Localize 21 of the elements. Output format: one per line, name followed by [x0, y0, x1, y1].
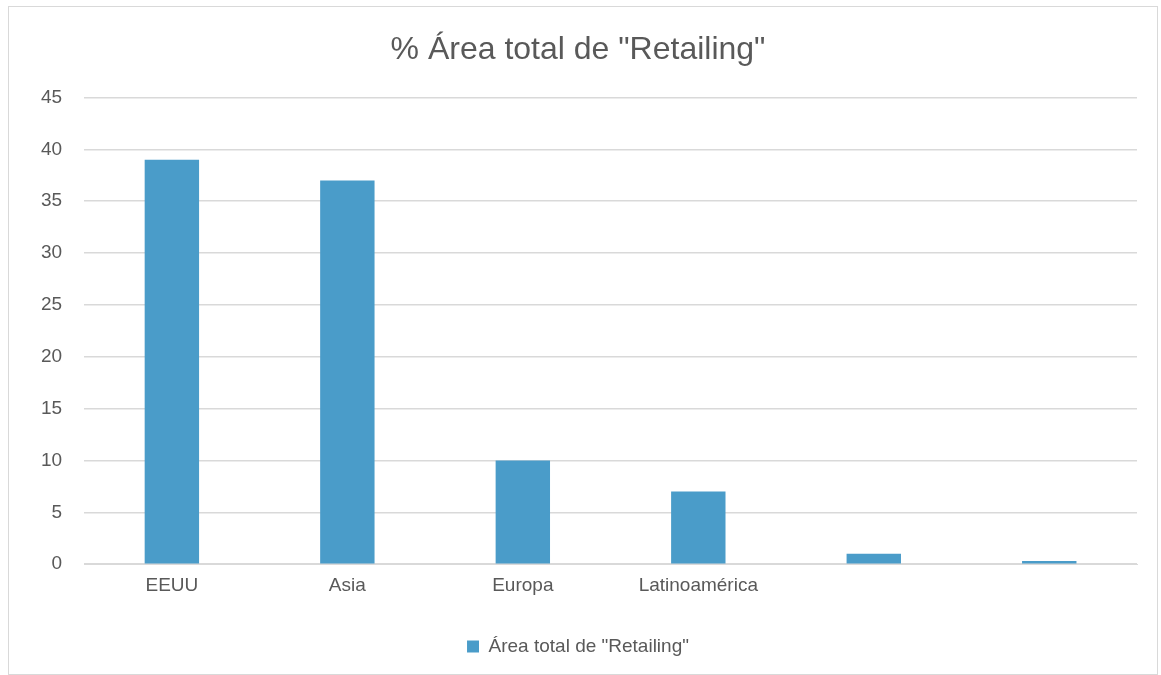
y-tick-label: 5 — [51, 500, 63, 522]
x-tick-label: EEUU — [145, 573, 199, 595]
y-tick-label: 30 — [40, 241, 63, 263]
x-tick-label: Europa — [492, 573, 554, 595]
y-tick-label: 20 — [40, 344, 63, 366]
y-tick-label: 45 — [40, 85, 63, 107]
bar — [846, 553, 901, 564]
x-tick-label: Asia — [328, 573, 367, 595]
bar — [144, 159, 200, 564]
y-tick-label: 35 — [40, 189, 63, 211]
y-tick-label: 0 — [51, 552, 63, 574]
bar — [495, 460, 551, 564]
y-tick-label: 25 — [40, 293, 63, 315]
y-tick-label: 15 — [40, 396, 63, 418]
y-tick-label: 40 — [40, 137, 63, 159]
bar — [671, 491, 726, 564]
y-tick-label: 10 — [40, 448, 63, 470]
legend-label: Área total de "Retailing" — [488, 634, 689, 656]
x-tick-label: Latinoamérica — [638, 573, 759, 595]
chart-title: % Área total de "Retailing" — [390, 30, 766, 67]
bar — [320, 180, 375, 564]
